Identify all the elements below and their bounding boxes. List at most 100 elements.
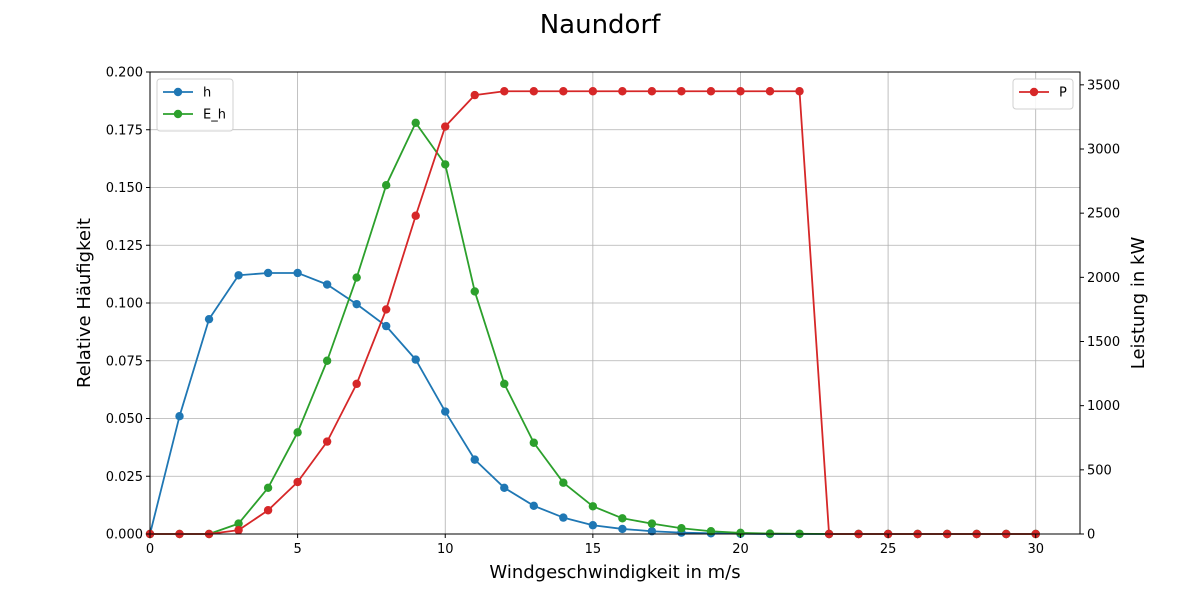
legend-box xyxy=(156,78,234,132)
data-point-P xyxy=(618,87,627,96)
y-tick-label: 0.050 xyxy=(106,412,143,427)
legend-box xyxy=(1012,78,1074,110)
data-point-E_h xyxy=(588,502,598,511)
x-tick-label: 20 xyxy=(732,542,749,557)
x-axis: 0 5 10 15 20 25 30 xyxy=(146,534,1044,557)
data-point-h xyxy=(647,527,657,536)
data-point-E_h xyxy=(736,528,745,538)
legend-left: h E_h xyxy=(156,78,234,132)
data-point-h xyxy=(500,483,509,492)
data-point-h xyxy=(204,314,214,324)
data-point-E_h xyxy=(647,519,657,528)
y-axis-title: Relative Häufigkeit xyxy=(74,218,95,388)
data-point-h xyxy=(293,268,302,278)
data-point-E_h xyxy=(293,428,302,437)
y-tick-label: 0.025 xyxy=(106,470,143,485)
data-point-E_h xyxy=(618,514,627,523)
data-point-P xyxy=(352,379,361,389)
data-point-P xyxy=(765,87,775,96)
x-axis-title: Windgeschwindigkeit in m/s xyxy=(489,562,740,583)
data-point-h xyxy=(381,321,391,331)
data-point-P xyxy=(234,525,243,535)
y-tick-label: 0.175 xyxy=(106,123,143,138)
data-point-h xyxy=(588,521,598,530)
data-point-P xyxy=(795,87,804,96)
y-tick-label: 0.100 xyxy=(106,297,143,312)
data-point-E_h xyxy=(234,519,243,528)
y-tick-label: 0.000 xyxy=(106,528,143,543)
data-point-P xyxy=(529,87,539,96)
data-point-h xyxy=(470,455,479,464)
data-point-P xyxy=(322,437,332,446)
data-point-E_h xyxy=(411,118,420,128)
data-point-E_h xyxy=(559,478,568,487)
data-point-h xyxy=(441,407,450,416)
legend-label-h: h xyxy=(203,86,211,101)
legend-label-P: P xyxy=(1059,86,1067,101)
data-point-E_h xyxy=(263,483,273,492)
data-point-P xyxy=(500,87,509,96)
chart-title: Naundorf xyxy=(540,10,661,40)
y-tick-label: 0.125 xyxy=(106,239,143,254)
data-point-h xyxy=(263,268,273,278)
data-point-h xyxy=(559,513,568,522)
data-point-h xyxy=(234,271,243,280)
data-point-P xyxy=(706,87,716,96)
data-point-P xyxy=(293,477,302,487)
data-point-E_h xyxy=(470,287,479,296)
data-point-E_h xyxy=(381,180,391,190)
data-point-P xyxy=(647,87,657,96)
data-point-E_h xyxy=(352,273,361,282)
data-point-E_h xyxy=(441,160,450,169)
y2-tick-label: 1000 xyxy=(1087,399,1120,414)
data-point-P xyxy=(411,211,420,220)
data-point-P xyxy=(441,122,450,131)
data-point-E_h xyxy=(529,438,539,447)
data-point-E_h xyxy=(677,524,686,533)
y-tick-label: 0.200 xyxy=(106,66,143,81)
data-point-P xyxy=(263,506,273,515)
y-axis-left: 0.000 0.025 0.050 0.075 0.100 0.125 0.150 0.175… xyxy=(106,66,150,543)
y-axis-right: 0 500 1000 1500 2000 2500 3000 3500 xyxy=(1080,78,1120,543)
data-point-P xyxy=(559,87,568,96)
x-tick-label: 15 xyxy=(585,542,602,557)
data-point-P xyxy=(736,87,745,96)
y2-tick-label: 3500 xyxy=(1087,78,1120,93)
data-point-P xyxy=(470,90,479,100)
legend-right: P xyxy=(1012,78,1074,110)
data-point-E_h xyxy=(706,527,716,536)
x-tick-label: 10 xyxy=(437,542,454,557)
y-tick-label: 0.150 xyxy=(106,181,143,196)
y2-tick-label: 500 xyxy=(1087,463,1112,478)
y-tick-label: 0.075 xyxy=(106,354,143,369)
data-point-h xyxy=(352,299,361,309)
data-point-h xyxy=(529,501,539,511)
grid xyxy=(149,71,1080,535)
data-point-E_h xyxy=(322,356,332,365)
x-tick-label: 5 xyxy=(293,542,301,557)
x-tick-label: 0 xyxy=(146,542,154,557)
x-tick-label: 25 xyxy=(880,542,897,557)
data-point-h xyxy=(322,280,332,289)
data-point-h xyxy=(618,524,627,534)
legend-marker-h xyxy=(173,87,183,97)
series-P xyxy=(145,87,1040,539)
y2-tick-label: 1500 xyxy=(1087,335,1120,350)
data-point-P xyxy=(381,305,391,314)
data-point-E_h xyxy=(500,379,509,389)
data-point-P xyxy=(588,87,598,96)
y2-tick-label: 2500 xyxy=(1087,207,1120,222)
series-group xyxy=(145,87,1040,539)
data-point-h xyxy=(175,411,184,421)
y2-axis-title: Leistung in kW xyxy=(1128,237,1149,370)
y2-tick-label: 0 xyxy=(1087,528,1095,543)
y2-tick-label: 3000 xyxy=(1087,143,1120,158)
legend-marker-P xyxy=(1029,87,1039,97)
legend-marker-E_h xyxy=(173,109,183,119)
y2-tick-label: 2000 xyxy=(1087,271,1120,286)
x-tick-label: 30 xyxy=(1027,542,1044,557)
legend-label-E_h: E_h xyxy=(203,108,226,123)
data-point-h xyxy=(411,355,420,364)
